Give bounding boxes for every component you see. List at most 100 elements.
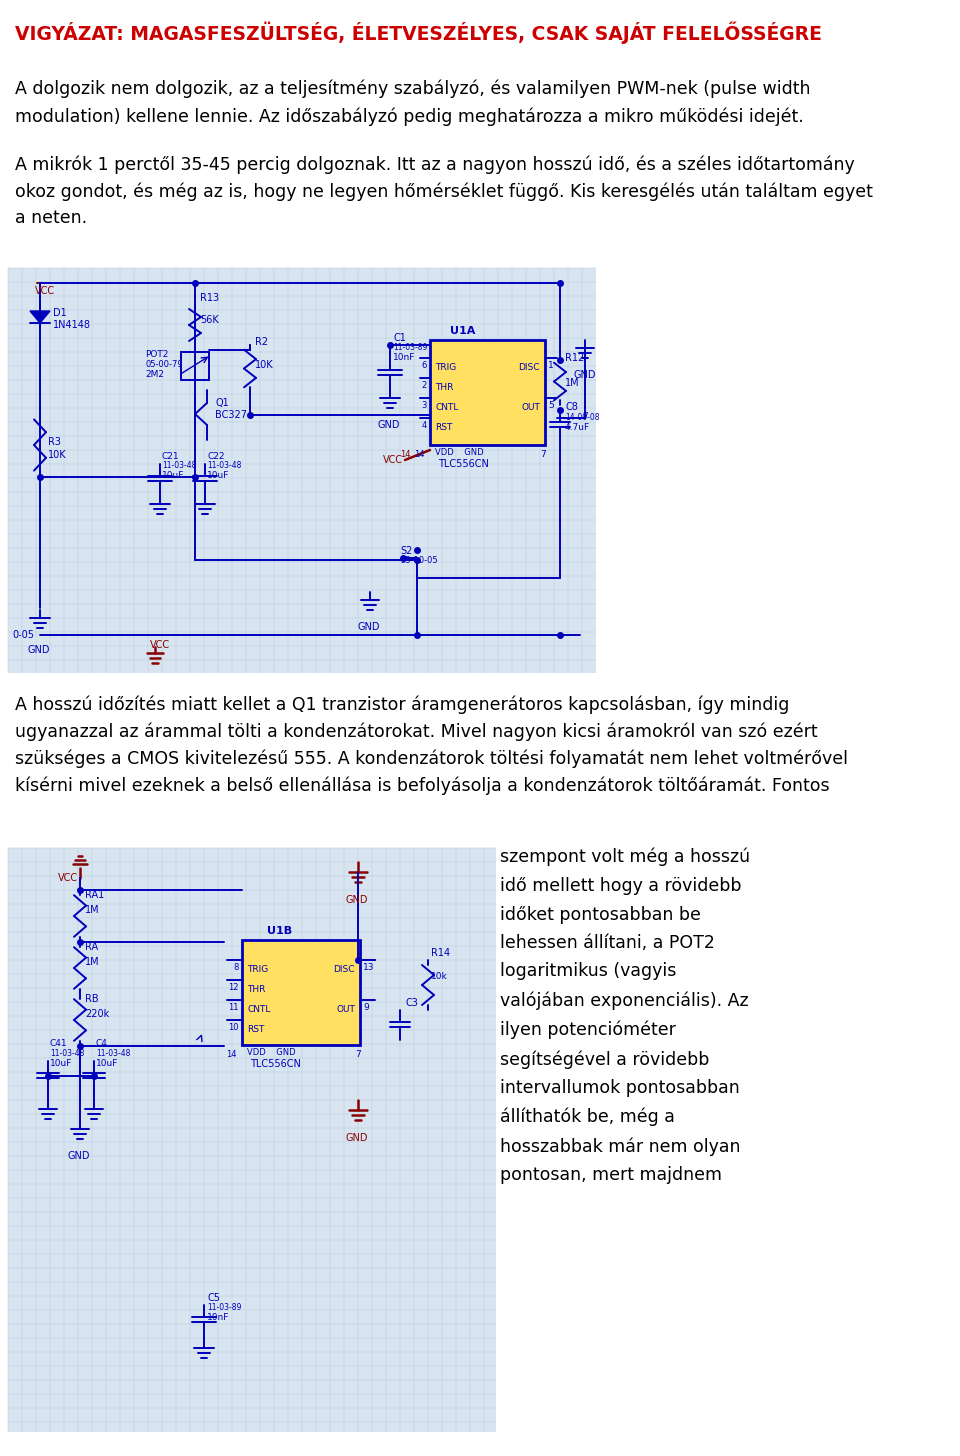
Text: 2: 2	[421, 381, 427, 390]
Text: 10K: 10K	[255, 360, 274, 370]
Text: 1: 1	[548, 361, 554, 370]
Text: 10k: 10k	[431, 973, 447, 981]
Text: U1B: U1B	[267, 926, 292, 936]
Text: 10uF: 10uF	[162, 470, 184, 480]
Text: 6: 6	[421, 361, 427, 370]
Bar	[430, 341, 545, 446]
Text: VCC: VCC	[150, 641, 170, 649]
Text: 14: 14	[415, 450, 425, 459]
Text: TLC556CN: TLC556CN	[250, 1059, 300, 1069]
Text: VDD    GND: VDD GND	[247, 1048, 296, 1057]
Text: C1: C1	[393, 333, 406, 344]
Text: OUT: OUT	[521, 403, 540, 412]
Text: 1N4148: 1N4148	[53, 320, 91, 331]
Text: R2: R2	[255, 336, 268, 347]
Text: 7: 7	[582, 412, 588, 421]
Text: 14: 14	[400, 450, 411, 459]
Text: GND: GND	[68, 1152, 90, 1160]
Text: 1M: 1M	[565, 379, 580, 387]
Bar	[242, 941, 360, 1045]
Text: R3: R3	[48, 437, 61, 447]
Text: 10: 10	[228, 1024, 239, 1032]
Text: GND: GND	[358, 622, 380, 632]
Text: GND: GND	[28, 645, 51, 655]
Text: 2M2: 2M2	[145, 370, 164, 379]
Text: C5: C5	[207, 1293, 220, 1303]
Text: R14: R14	[431, 948, 450, 958]
Text: 220k: 220k	[85, 1009, 109, 1019]
Text: GND: GND	[346, 1133, 369, 1143]
Text: 11-03-48: 11-03-48	[96, 1048, 131, 1059]
Text: RB: RB	[85, 994, 99, 1005]
Text: 10uF: 10uF	[207, 470, 229, 480]
Bar	[8, 268, 596, 673]
Text: CNTL: CNTL	[247, 1005, 271, 1013]
Text: S2: S2	[400, 546, 413, 556]
Bar	[181, 352, 209, 380]
Text: 1M: 1M	[85, 957, 100, 967]
Text: 4.7uF: 4.7uF	[565, 424, 590, 432]
Text: R12: R12	[565, 352, 585, 363]
Text: GND: GND	[378, 419, 400, 430]
Text: C8: C8	[565, 402, 578, 412]
Text: DISC: DISC	[333, 965, 355, 974]
Text: A hosszú időzítés miatt kellet a Q1 tranzistor áramgenerátoros kapcsolásban, így: A hosszú időzítés miatt kellet a Q1 tran…	[15, 695, 848, 795]
Text: C41: C41	[50, 1040, 67, 1048]
Text: R13: R13	[200, 293, 219, 303]
Text: 11-03-48: 11-03-48	[50, 1048, 84, 1059]
Text: VDD    GND: VDD GND	[435, 448, 484, 457]
Text: 3: 3	[421, 400, 427, 411]
Text: 4: 4	[421, 421, 427, 430]
Text: 11-03-89: 11-03-89	[393, 344, 427, 352]
Text: 14: 14	[227, 1050, 237, 1059]
Text: C4: C4	[96, 1040, 108, 1048]
Text: TRIG: TRIG	[435, 363, 456, 371]
Text: RST: RST	[247, 1025, 264, 1034]
Text: 10uF: 10uF	[50, 1059, 72, 1069]
Text: 10K: 10K	[48, 450, 66, 460]
Text: 1M: 1M	[85, 906, 100, 914]
Text: A mikrók 1 perctől 35-45 percig dolgoznak. Itt az a nagyon hosszú idő, és a szél: A mikrók 1 perctől 35-45 percig dolgozna…	[15, 154, 873, 227]
Text: 10nF: 10nF	[207, 1313, 229, 1322]
Text: 8: 8	[233, 962, 239, 973]
Text: 7: 7	[540, 450, 545, 459]
Text: 56K: 56K	[200, 314, 219, 325]
Text: U1A: U1A	[450, 326, 475, 336]
Text: GND: GND	[573, 370, 595, 380]
Text: CNTL: CNTL	[435, 403, 458, 412]
Text: 9: 9	[363, 1003, 369, 1012]
Text: D1: D1	[53, 309, 67, 317]
Text: 53-10-05: 53-10-05	[400, 556, 438, 565]
Text: szempont volt még a hosszú
idő mellett hogy a rövidebb
időket pontosabban be
leh: szempont volt még a hosszú idő mellett h…	[500, 847, 750, 1184]
Text: VCC: VCC	[58, 874, 78, 882]
Text: 11-03-48: 11-03-48	[162, 462, 197, 470]
Text: TRIG: TRIG	[247, 965, 268, 974]
Text: POT2: POT2	[145, 349, 168, 360]
Text: VIGYÁZAT: MAGASFESZÜLTSÉG, ÉLETVESZÉLYES, CSAK SAJÁT FELELŐSSÉGRE: VIGYÁZAT: MAGASFESZÜLTSÉG, ÉLETVESZÉLYES…	[15, 22, 822, 45]
Text: 12: 12	[228, 983, 239, 992]
Text: 13: 13	[363, 962, 374, 973]
Text: C21: C21	[162, 451, 180, 462]
Text: TLC556CN: TLC556CN	[438, 459, 489, 469]
Text: 05-00-79: 05-00-79	[145, 360, 182, 368]
Text: BC327: BC327	[215, 411, 247, 419]
Text: 7: 7	[355, 1050, 361, 1059]
Text: THR: THR	[435, 383, 453, 392]
Text: 14-00-08: 14-00-08	[565, 414, 599, 422]
Text: A dolgozik nem dolgozik, az a teljesítmény szabályzó, és valamilyen PWM-nek (pul: A dolgozik nem dolgozik, az a teljesítmé…	[15, 80, 810, 125]
Text: 11-03-48: 11-03-48	[207, 462, 241, 470]
Text: RA: RA	[85, 942, 98, 952]
Text: 11-03-89: 11-03-89	[207, 1303, 241, 1312]
Text: 10nF: 10nF	[393, 352, 416, 363]
Text: GND: GND	[346, 895, 369, 906]
Text: 5: 5	[548, 400, 554, 411]
Text: VCC: VCC	[35, 285, 55, 296]
Text: RST: RST	[435, 424, 452, 432]
Text: Q1: Q1	[215, 397, 228, 408]
Text: C3: C3	[405, 997, 418, 1008]
Text: 11: 11	[228, 1003, 239, 1012]
Text: VCC: VCC	[383, 454, 403, 464]
Text: THR: THR	[247, 986, 265, 994]
Text: C22: C22	[207, 451, 225, 462]
Text: DISC: DISC	[518, 363, 540, 371]
